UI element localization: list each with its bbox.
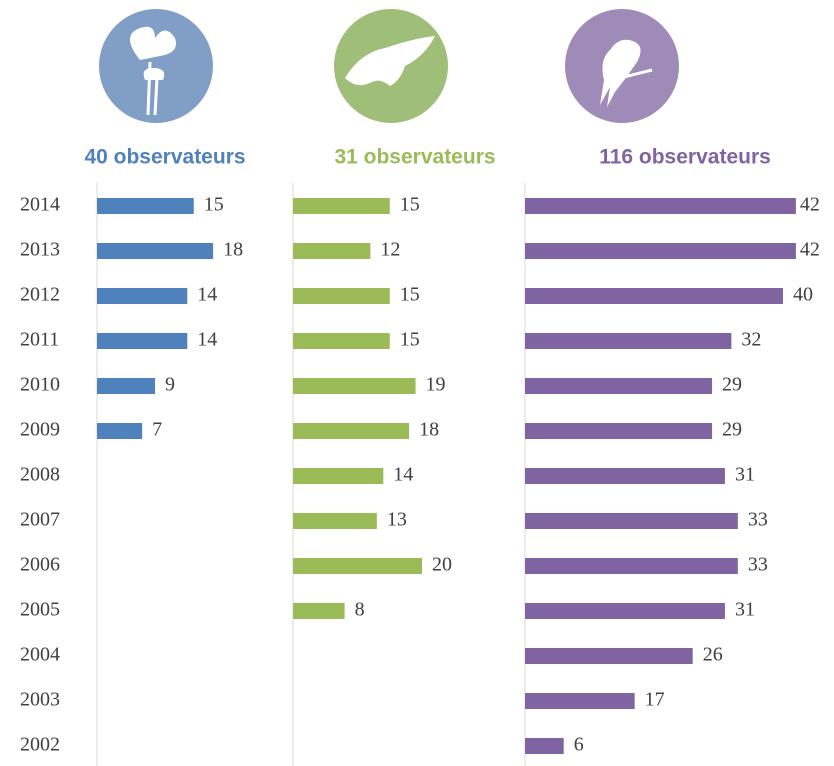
y-tick-label: 2010 bbox=[20, 374, 60, 396]
bar bbox=[97, 423, 143, 439]
bar bbox=[293, 378, 416, 394]
icon-butterfly bbox=[334, 9, 448, 123]
bar bbox=[293, 558, 422, 574]
y-tick-label: 2004 bbox=[20, 644, 60, 666]
bar bbox=[525, 738, 564, 754]
value-label: 15 bbox=[204, 194, 224, 216]
value-label: 17 bbox=[645, 689, 665, 711]
value-label: 42 bbox=[800, 239, 820, 261]
bar bbox=[525, 693, 635, 709]
y-tick-label: 2002 bbox=[20, 734, 60, 756]
value-label: 32 bbox=[741, 329, 761, 351]
value-label: 29 bbox=[722, 419, 742, 441]
bar bbox=[525, 198, 796, 214]
bar bbox=[525, 648, 693, 664]
value-label: 31 bbox=[735, 464, 755, 486]
value-label: 19 bbox=[426, 374, 446, 396]
value-label: 14 bbox=[197, 329, 217, 351]
y-tick-label: 2003 bbox=[20, 689, 60, 711]
bar bbox=[97, 378, 156, 394]
bar bbox=[293, 198, 390, 214]
value-label: 31 bbox=[735, 599, 755, 621]
bar bbox=[525, 378, 713, 394]
bar bbox=[525, 468, 725, 484]
bar bbox=[525, 513, 738, 529]
y-tick-label: 2006 bbox=[20, 554, 60, 576]
value-label: 42 bbox=[800, 194, 820, 216]
value-label: 15 bbox=[400, 194, 420, 216]
icon-bird bbox=[565, 9, 679, 123]
bar bbox=[293, 288, 390, 304]
value-label: 14 bbox=[393, 464, 413, 486]
value-label: 33 bbox=[748, 554, 768, 576]
value-label: 29 bbox=[722, 374, 742, 396]
bar bbox=[525, 243, 796, 259]
y-tick-label: 2005 bbox=[20, 599, 60, 621]
bar bbox=[293, 243, 371, 259]
value-label: 13 bbox=[387, 509, 407, 531]
bar bbox=[525, 423, 713, 439]
y-tick-label: 2007 bbox=[20, 509, 60, 531]
bar bbox=[293, 513, 377, 529]
panel-title: 31 observateurs bbox=[334, 146, 495, 169]
value-label: 20 bbox=[432, 554, 452, 576]
value-label: 26 bbox=[703, 644, 723, 666]
bar bbox=[97, 333, 188, 349]
bar bbox=[525, 603, 725, 619]
value-label: 33 bbox=[748, 509, 768, 531]
value-label: 40 bbox=[793, 284, 813, 306]
bar bbox=[293, 603, 345, 619]
value-label: 18 bbox=[419, 419, 439, 441]
value-label: 9 bbox=[165, 374, 175, 396]
y-tick-label: 2008 bbox=[20, 464, 60, 486]
value-label: 14 bbox=[197, 284, 217, 306]
y-tick-label: 2009 bbox=[20, 419, 60, 441]
panel-title: 40 observateurs bbox=[84, 146, 245, 169]
panel-title: 116 observateurs bbox=[599, 146, 771, 169]
value-label: 8 bbox=[355, 599, 365, 621]
bar bbox=[97, 243, 214, 259]
value-label: 12 bbox=[380, 239, 400, 261]
value-label: 6 bbox=[574, 734, 584, 756]
value-label: 18 bbox=[223, 239, 243, 261]
bar bbox=[97, 288, 188, 304]
y-tick-label: 2012 bbox=[20, 284, 60, 306]
bar bbox=[293, 333, 390, 349]
bar bbox=[293, 468, 384, 484]
y-tick-label: 2014 bbox=[20, 194, 60, 216]
bar bbox=[97, 198, 194, 214]
bar bbox=[293, 423, 410, 439]
bar bbox=[525, 333, 732, 349]
value-label: 7 bbox=[152, 419, 162, 441]
value-label: 15 bbox=[400, 284, 420, 306]
bar bbox=[525, 558, 738, 574]
bar bbox=[525, 288, 783, 304]
icon-flower bbox=[99, 9, 213, 123]
y-tick-label: 2011 bbox=[20, 329, 59, 351]
value-label: 15 bbox=[400, 329, 420, 351]
y-tick-label: 2013 bbox=[20, 239, 60, 261]
